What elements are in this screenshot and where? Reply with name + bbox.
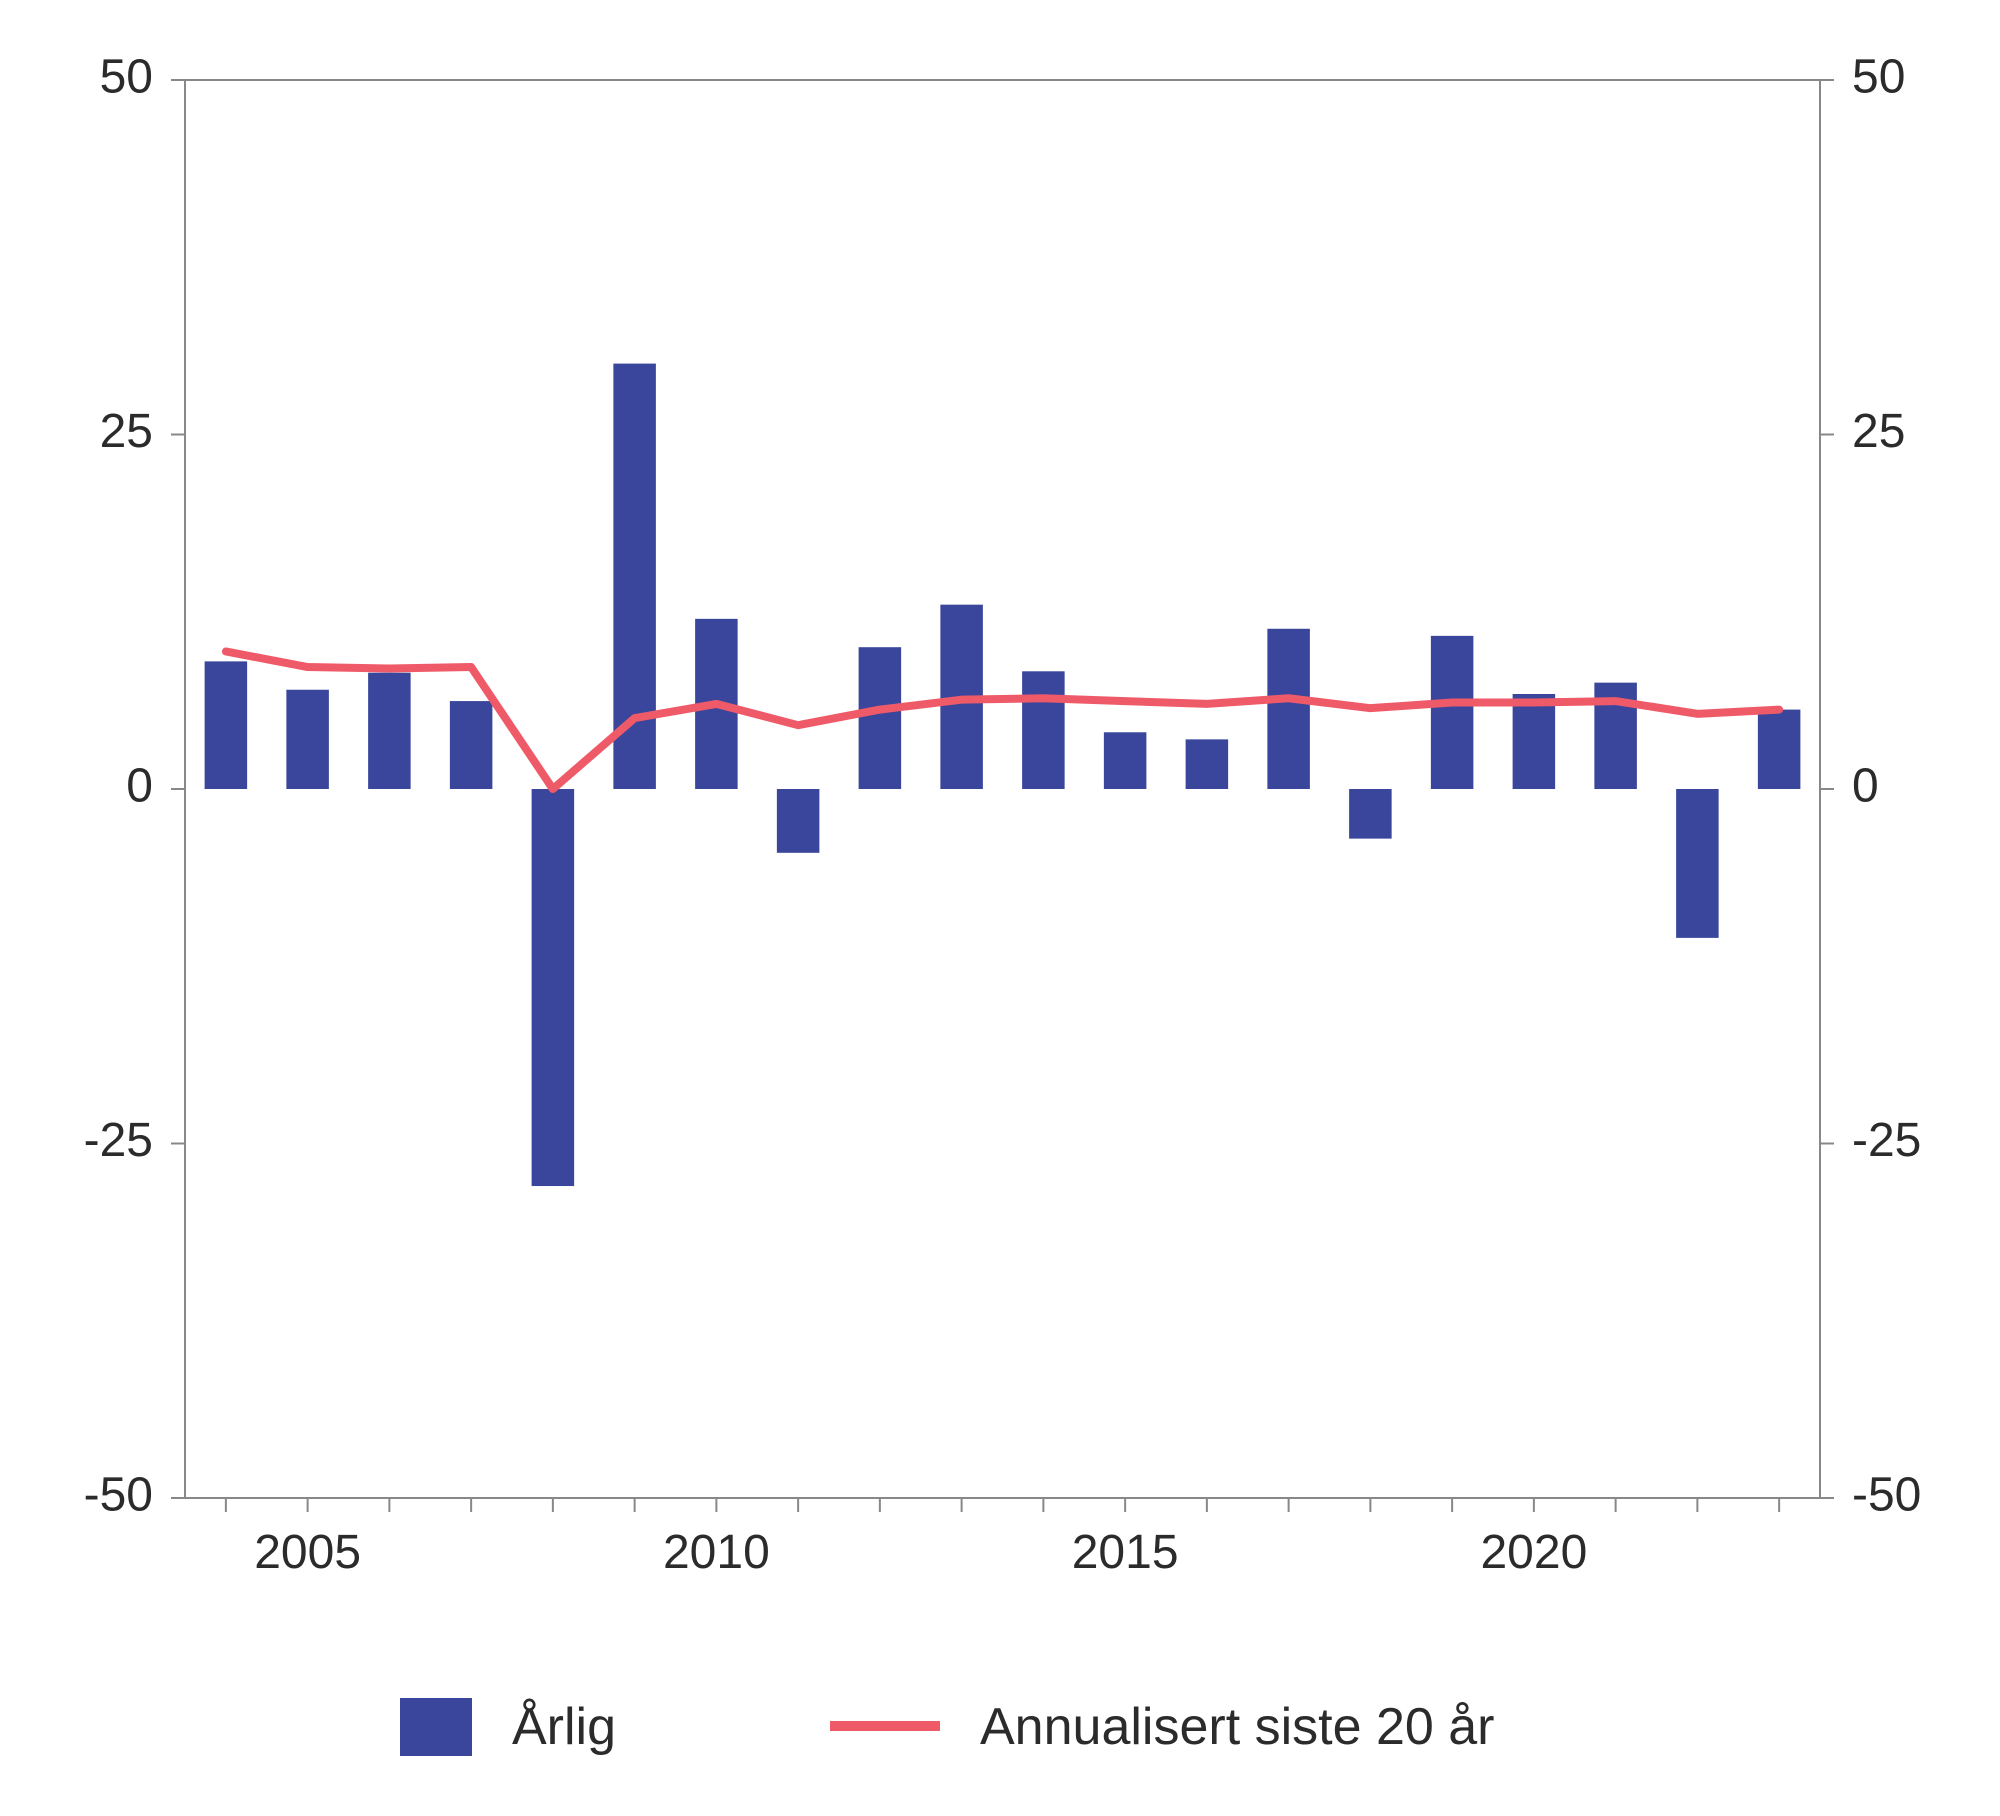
bar [613,364,656,789]
bar [205,661,248,789]
x-axis-label: 2010 [663,1526,770,1579]
bar [1758,710,1801,789]
bar [286,690,329,789]
x-axis-label: 2020 [1480,1526,1587,1579]
legend-swatch-bar [400,1698,472,1756]
y-axis-label-left: 25 [100,405,153,458]
y-axis-label-left: 0 [126,760,153,813]
y-axis-label-right: 25 [1852,405,1905,458]
bar [859,647,902,789]
bar [1022,671,1065,789]
y-axis-label-right: -50 [1852,1469,1921,1522]
bar [532,789,575,1186]
bar [1104,732,1147,789]
bar [1513,694,1556,789]
y-axis-label-right: 50 [1852,51,1905,104]
y-axis-label-left: 50 [100,51,153,104]
legend-label: Annualisert siste 20 år [980,1698,1495,1756]
y-axis-label-right: -25 [1852,1114,1921,1167]
bar [777,789,820,853]
x-axis-label: 2005 [254,1526,361,1579]
bar [1186,739,1229,789]
bar-line-chart: -50 -50 -25 -25 0 0 25 25 50 50 2005 2010 2015 2020 År… [0,0,2000,1816]
x-axis-label: 2015 [1072,1526,1179,1579]
legend-label: Årlig [512,1698,616,1756]
bar [1676,789,1719,938]
chart-container: -50 -50 -25 -25 0 0 25 25 50 50 2005 2010 2015 2020 År… [0,0,2000,1816]
bar [368,673,411,789]
y-axis-label-left: -25 [84,1114,153,1167]
y-axis-label-right: 0 [1852,760,1879,813]
bar [450,701,493,789]
bar [1267,629,1310,789]
y-axis-label-left: -50 [84,1469,153,1522]
bar [1349,789,1392,839]
bar [1431,636,1474,789]
